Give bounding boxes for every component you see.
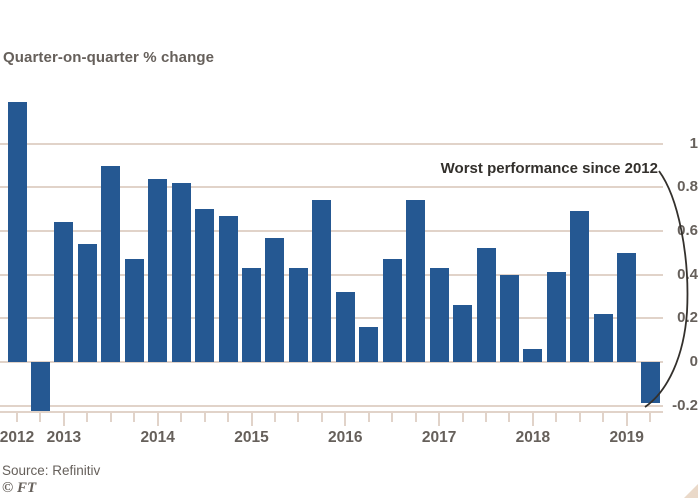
- bar: [359, 327, 379, 362]
- gridline: [0, 230, 663, 233]
- bar: [77, 244, 97, 362]
- year-label: 2012: [0, 429, 35, 446]
- x-axis-tick: [391, 412, 394, 422]
- year-label: 2018: [515, 429, 551, 446]
- x-axis-tick: [555, 412, 558, 422]
- x-axis-tick: [297, 412, 300, 422]
- x-axis-tick: [203, 412, 206, 422]
- y-axis-label: 0.4: [677, 265, 698, 283]
- gridline: [0, 361, 663, 363]
- bar: [288, 268, 308, 362]
- bar: [406, 200, 426, 362]
- y-axis-label: 0.6: [677, 222, 698, 240]
- x-axis-tick: [531, 412, 534, 426]
- x-axis-tick: [602, 412, 605, 422]
- bar: [312, 200, 332, 362]
- bar: [30, 362, 50, 412]
- x-axis-tick: [273, 412, 276, 422]
- bar: [617, 252, 637, 362]
- x-axis-tick: [250, 412, 253, 426]
- bar: [570, 211, 590, 362]
- x-axis-tick: [625, 412, 628, 426]
- x-axis-tick: [86, 412, 89, 422]
- y-axis-label: 0.8: [677, 178, 698, 196]
- bar: [593, 313, 613, 362]
- bar: [453, 305, 473, 362]
- year-label: 2013: [46, 429, 82, 446]
- bar: [148, 178, 168, 362]
- ft-logo: © FT: [2, 480, 37, 496]
- bar: [54, 222, 74, 362]
- gridline: [0, 273, 663, 276]
- bar: [101, 165, 121, 362]
- bar: [242, 268, 261, 362]
- bar: [171, 182, 191, 362]
- x-axis-tick: [180, 412, 183, 422]
- x-axis-tick: [461, 412, 464, 422]
- x-axis-tick: [438, 412, 441, 426]
- chart-subtitle: Quarter-on-quarter % change: [3, 49, 215, 66]
- x-axis-tick: [508, 412, 511, 422]
- year-label: 2016: [328, 429, 363, 446]
- bar: [476, 248, 496, 362]
- annotation-label: Worst performance since 2012: [440, 160, 658, 177]
- year-label: 2015: [234, 429, 269, 446]
- x-axis-tick: [485, 412, 487, 422]
- bar: [499, 274, 519, 362]
- year-label: 2014: [140, 429, 175, 446]
- bar: [7, 102, 27, 362]
- x-axis-tick: [320, 412, 323, 422]
- bar: [195, 209, 215, 362]
- bar: [546, 272, 566, 362]
- x-axis-line: [0, 410, 663, 413]
- x-axis-tick: [62, 412, 65, 426]
- year-label: 2019: [609, 429, 644, 446]
- bar: [124, 259, 144, 362]
- x-axis-tick: [16, 412, 18, 422]
- year-label: 2017: [421, 429, 457, 446]
- bar: [265, 237, 285, 362]
- x-axis-tick: [414, 412, 417, 422]
- x-axis-tick: [367, 412, 370, 422]
- gridline: [0, 404, 663, 407]
- bar: [523, 348, 543, 362]
- gridline: [0, 317, 663, 320]
- y-axis-label: 0.2: [677, 309, 698, 327]
- x-axis-tick: [156, 412, 159, 426]
- bar: [429, 268, 449, 362]
- gridline: [0, 186, 663, 189]
- x-axis-tick: [109, 412, 112, 422]
- bar: [640, 362, 660, 404]
- bar: [218, 215, 238, 362]
- x-axis-tick: [39, 412, 42, 422]
- x-axis-tick: [578, 412, 581, 422]
- y-axis-label: 0: [689, 353, 698, 370]
- y-axis-label: 1: [689, 134, 698, 152]
- x-axis-tick: [133, 412, 136, 422]
- y-axis-label: -0.2: [672, 396, 698, 414]
- bar: [335, 292, 355, 362]
- x-axis-tick: [344, 412, 347, 426]
- source-label: Source: Refinitiv: [2, 463, 101, 478]
- x-axis-tick: [649, 412, 652, 422]
- bar: [382, 259, 402, 362]
- x-axis-tick: [227, 412, 230, 422]
- gridline: [0, 142, 663, 145]
